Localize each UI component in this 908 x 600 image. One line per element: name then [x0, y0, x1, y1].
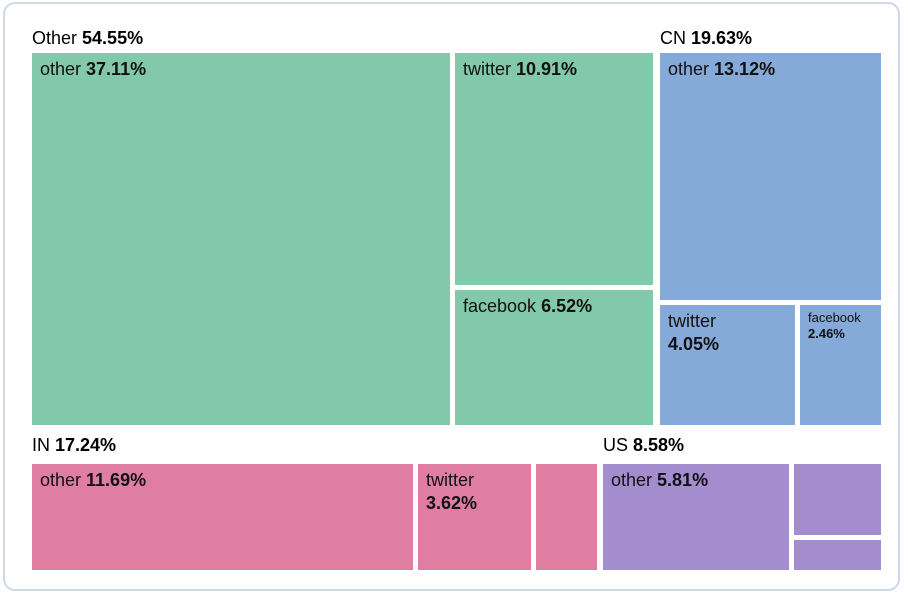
- cell-label: facebook: [808, 310, 861, 325]
- cell-cn-twitter[interactable]: twitter 4.05%: [660, 305, 795, 425]
- cell-label: facebook: [463, 296, 537, 316]
- cell-value: 10.91%: [516, 59, 578, 79]
- cell-label: twitter: [668, 311, 717, 331]
- cell-value: 3.62%: [426, 493, 478, 513]
- cell-us-unlabeled-2[interactable]: [794, 540, 881, 570]
- cell-label: other: [611, 470, 653, 490]
- group-value: 8.58%: [633, 435, 685, 455]
- cell-us-unlabeled-1[interactable]: [794, 464, 881, 535]
- cell-label: twitter: [463, 59, 512, 79]
- cell-value: 2.46%: [808, 326, 845, 341]
- cell-label: other: [668, 59, 710, 79]
- group-label-us: US 8.58%: [603, 434, 684, 456]
- group-name: US: [603, 435, 629, 455]
- group-name: IN: [32, 435, 50, 455]
- cell-in-other[interactable]: other 11.69%: [32, 464, 413, 570]
- group-label-cn: CN 19.63%: [660, 27, 752, 49]
- group-name: Other: [32, 28, 78, 48]
- cell-value: 6.52%: [541, 296, 593, 316]
- cell-label: other: [40, 59, 82, 79]
- cell-other-facebook[interactable]: facebook 6.52%: [455, 290, 653, 425]
- cell-in-unlabeled[interactable]: [536, 464, 597, 570]
- group-label-other: Other 54.55%: [32, 27, 143, 49]
- group-value: 54.55%: [82, 28, 144, 48]
- cell-other-other[interactable]: other 37.11%: [32, 53, 450, 425]
- cell-in-twitter[interactable]: twitter 3.62%: [418, 464, 531, 570]
- cell-value: 4.05%: [668, 334, 720, 354]
- cell-other-twitter[interactable]: twitter 10.91%: [455, 53, 653, 285]
- cell-value: 5.81%: [657, 470, 709, 490]
- cell-value: 11.69%: [86, 470, 147, 490]
- cell-value: 37.11%: [86, 59, 147, 79]
- group-value: 19.63%: [691, 28, 753, 48]
- cell-cn-facebook[interactable]: facebook 2.46%: [800, 305, 881, 425]
- cell-us-other[interactable]: other 5.81%: [603, 464, 789, 570]
- group-label-in: IN 17.24%: [32, 434, 116, 456]
- group-name: CN: [660, 28, 686, 48]
- cell-cn-other[interactable]: other 13.12%: [660, 53, 881, 300]
- cell-label: twitter: [426, 470, 475, 490]
- group-value: 17.24%: [55, 435, 117, 455]
- cell-value: 13.12%: [714, 59, 776, 79]
- cell-label: other: [40, 470, 82, 490]
